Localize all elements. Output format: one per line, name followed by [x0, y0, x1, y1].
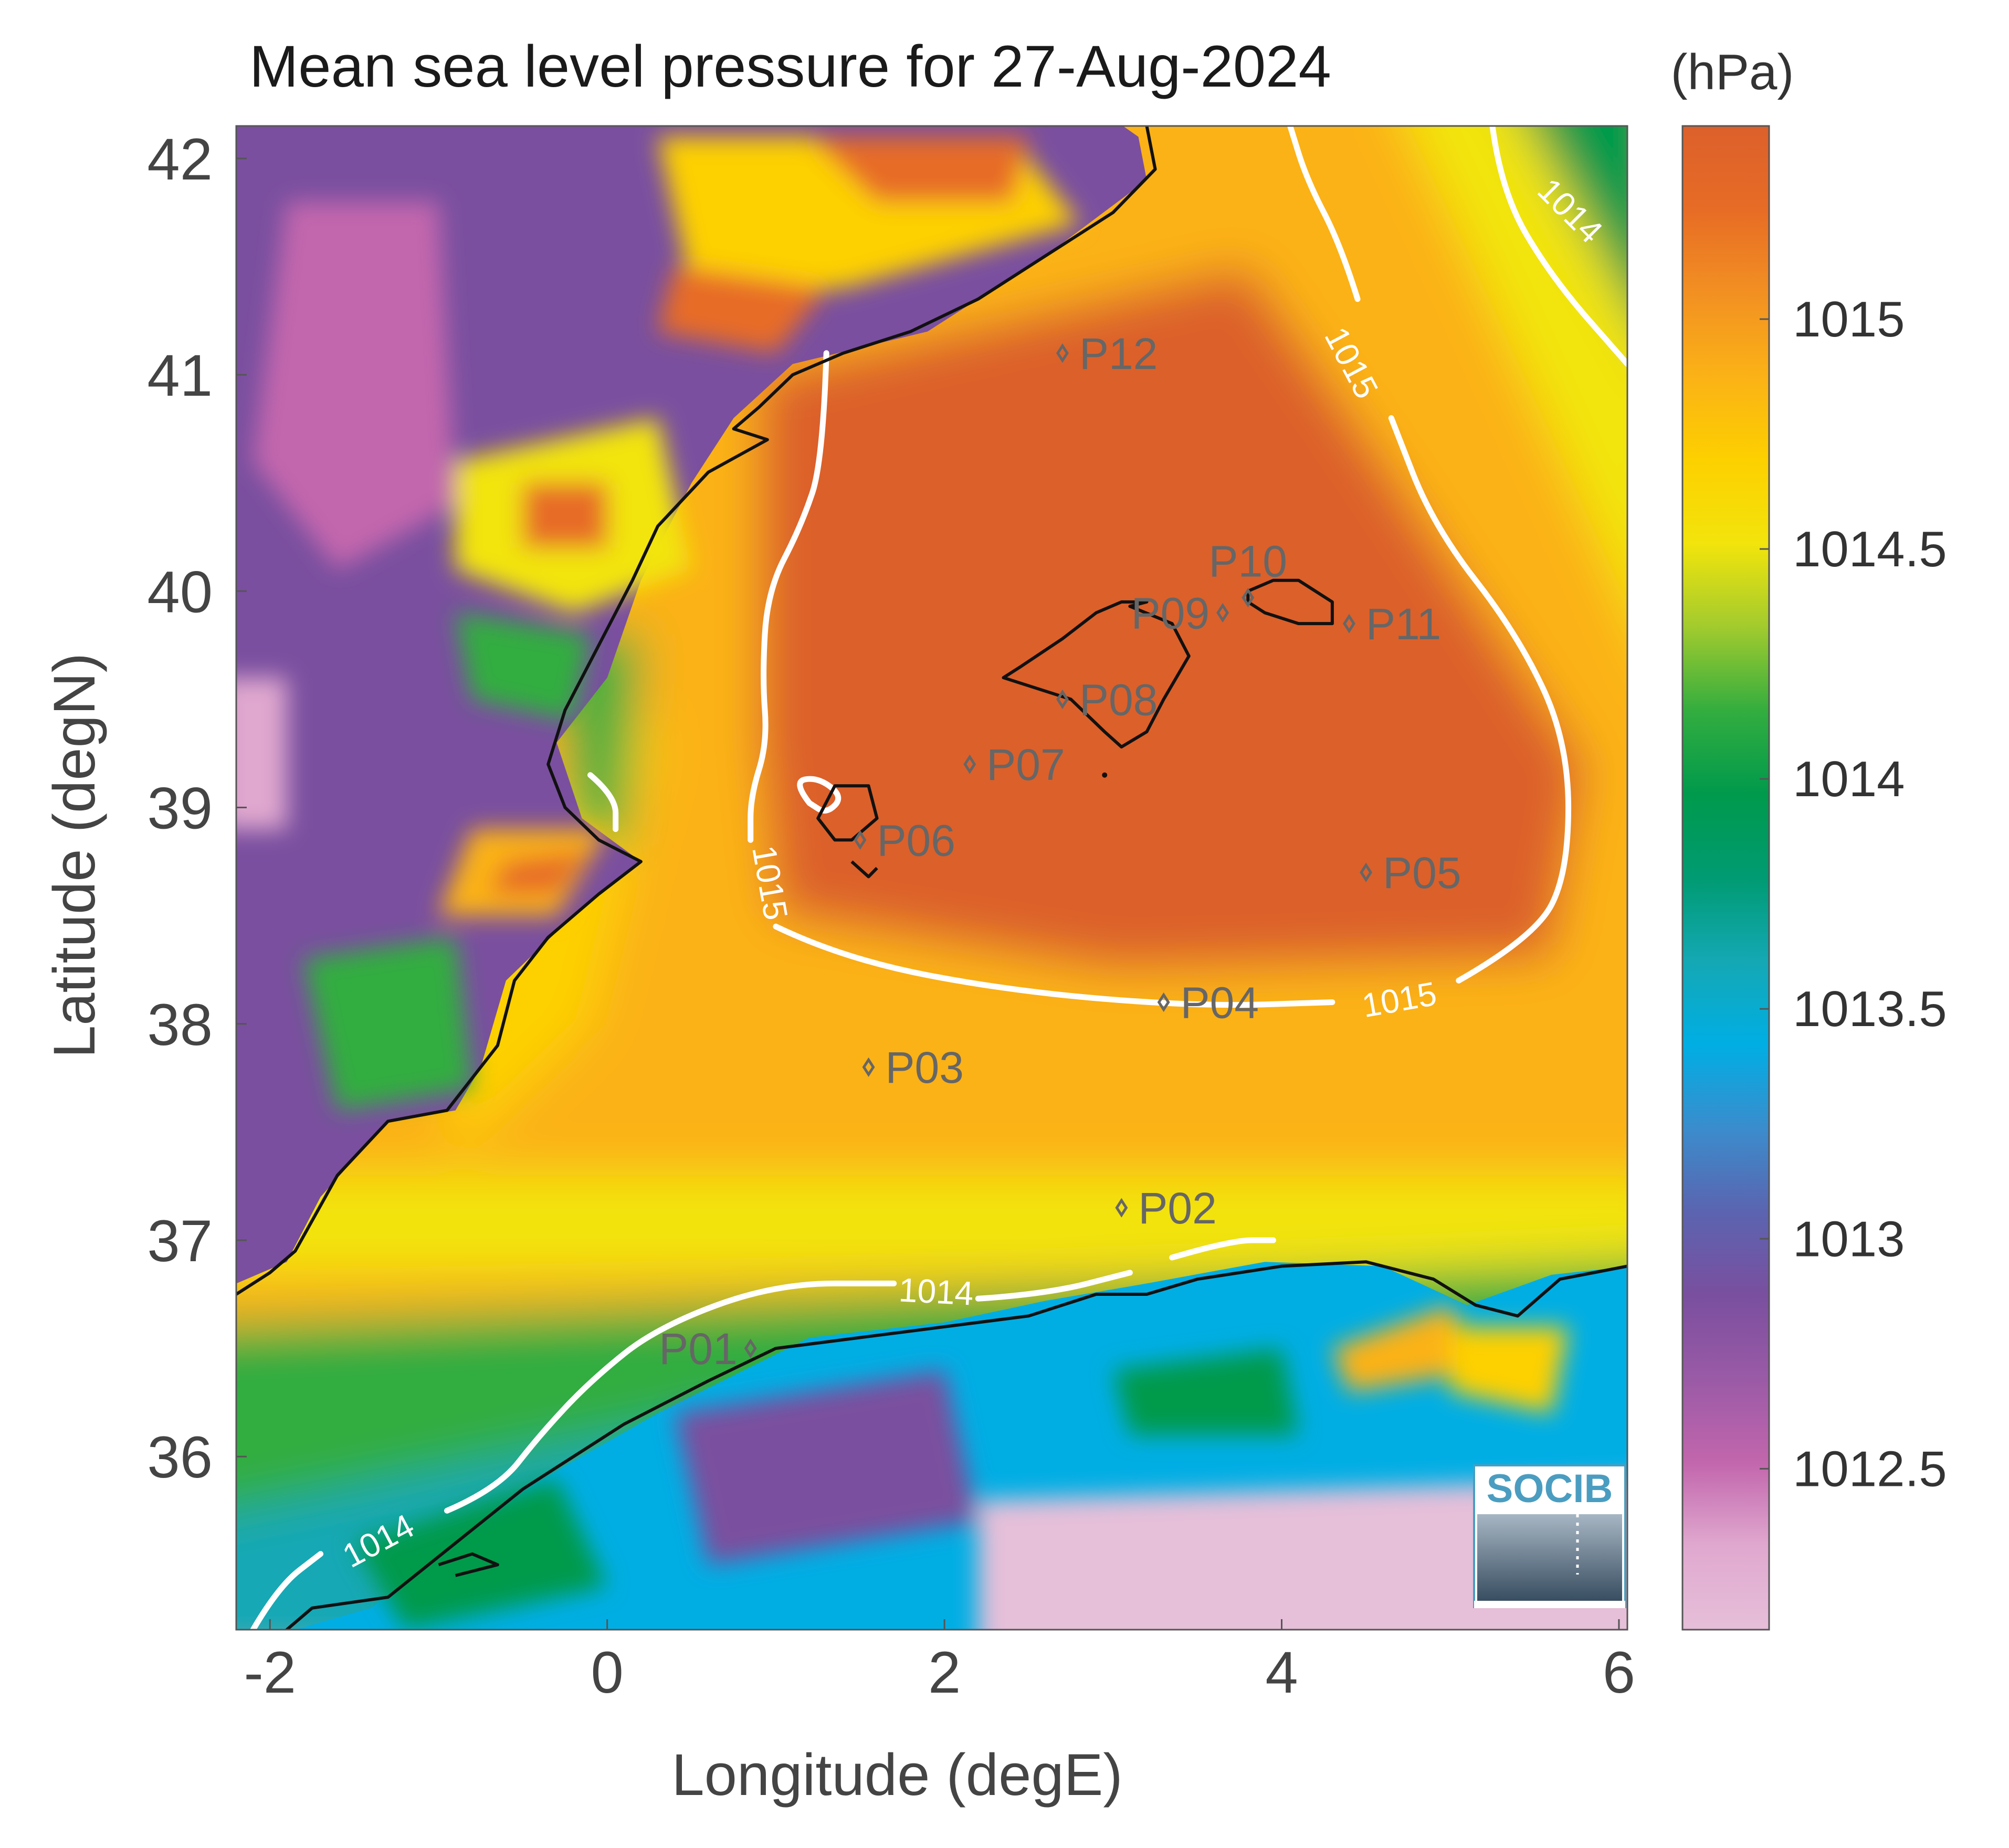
station-p11: P11 — [1343, 599, 1441, 649]
land-pressure-layer — [236, 126, 1627, 1630]
station-label: P10 — [1209, 537, 1287, 586]
x-tick-label: 4 — [1265, 1640, 1298, 1705]
station-marker — [1360, 862, 1373, 882]
colorbar-tick-label: 1012.5 — [1793, 1441, 1947, 1497]
socib-logo-text: SOCIB — [1487, 1466, 1613, 1511]
station-marker — [1242, 588, 1255, 608]
station-p04: P04 — [1157, 978, 1259, 1028]
station-marker — [862, 1057, 875, 1077]
station-label: P04 — [1181, 978, 1259, 1028]
x-tick-label: 0 — [591, 1640, 624, 1705]
colorbar-tick-label: 1014 — [1793, 751, 1905, 807]
x-tick-label: -2 — [244, 1640, 296, 1705]
y-tick-label: 42 — [147, 126, 213, 192]
station-p09: P09 — [1131, 589, 1229, 638]
station-label: P06 — [877, 816, 955, 865]
station-p05: P05 — [1360, 848, 1461, 897]
x-axis-label: Longitude (degE) — [671, 1742, 1122, 1808]
map-title: Mean sea level pressure for 27-Aug-2024 — [249, 34, 1331, 99]
station-p08: P08 — [1056, 675, 1158, 724]
station-label: P09 — [1131, 589, 1209, 638]
y-tick-label: 38 — [147, 992, 213, 1058]
x-tick-label: 6 — [1603, 1640, 1635, 1705]
station-p02: P02 — [1115, 1184, 1217, 1233]
station-marker — [1216, 603, 1229, 623]
station-marker — [963, 754, 976, 774]
y-tick-label: 41 — [147, 343, 213, 408]
station-marker — [1343, 614, 1355, 633]
map-frame — [235, 125, 1628, 1631]
station-p06: P06 — [854, 816, 955, 865]
colorbar-tick-label: 1015 — [1793, 291, 1905, 347]
station-p01: P01 — [659, 1324, 757, 1374]
colorbar-ticks: 1012.5 1013 1013.5 1014 1014.5 1015 — [1760, 291, 1947, 1497]
y-tick-label: 39 — [147, 776, 213, 841]
colorbar-tick-label: 1014.5 — [1793, 521, 1947, 577]
station-label: P02 — [1138, 1184, 1216, 1233]
x-tick-label: 2 — [928, 1640, 961, 1705]
colorbar-tick-label: 1013.5 — [1793, 981, 1947, 1037]
y-axis-label: Latitude (degN) — [41, 653, 107, 1058]
station-label: P03 — [886, 1043, 964, 1092]
station-marker — [1115, 1198, 1128, 1218]
station-marker — [744, 1338, 757, 1358]
station-label: P07 — [986, 740, 1065, 789]
station-label: P11 — [1366, 599, 1441, 649]
station-label: P05 — [1383, 848, 1461, 897]
y-axis: 36 37 38 39 40 41 42 — [147, 126, 247, 1490]
station-p07: P07 — [963, 740, 1065, 789]
station-marker — [1157, 992, 1170, 1012]
colorbar-tick-label: 1013 — [1793, 1211, 1905, 1267]
coastline — [236, 126, 1627, 1630]
station-marker — [1056, 689, 1069, 710]
contour-label: 1014 — [898, 1271, 974, 1312]
socib-logo: SOCIB — [1473, 1464, 1626, 1608]
station-marker — [1056, 343, 1069, 363]
station-p10: P10 — [1209, 537, 1287, 608]
station-label: P12 — [1079, 329, 1158, 378]
y-tick-label: 36 — [147, 1424, 213, 1490]
x-axis: -2 0 2 4 6 — [244, 1619, 1635, 1705]
station-marker — [854, 830, 867, 850]
y-tick-label: 37 — [147, 1208, 213, 1274]
colorbar — [1681, 125, 1770, 1631]
station-p03: P03 — [862, 1043, 964, 1092]
colorbar-unit: (hPa) — [1671, 44, 1794, 100]
station-label: P01 — [659, 1324, 737, 1374]
station-p12: P12 — [1056, 329, 1158, 378]
station-label: P08 — [1079, 675, 1158, 724]
y-tick-label: 40 — [147, 559, 213, 625]
